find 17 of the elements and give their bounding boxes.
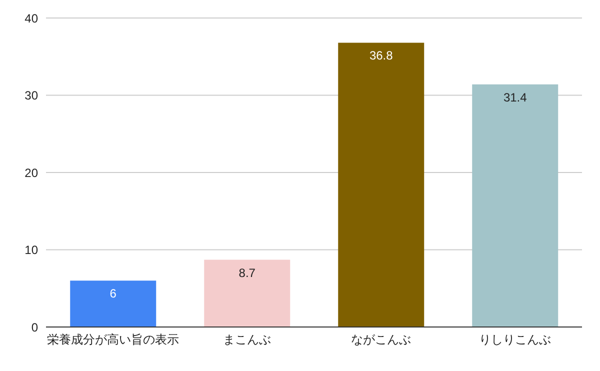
bar — [472, 84, 558, 327]
data-label: 6 — [110, 286, 117, 301]
x-tick-label: りしりこんぶ — [479, 332, 551, 347]
y-tick-label: 30 — [24, 88, 38, 103]
x-tick-label: ながこんぶ — [351, 332, 411, 347]
bar — [338, 42, 424, 327]
data-label: 36.8 — [369, 48, 394, 63]
x-tick-label: 栄養成分が高い旨の表示 — [47, 332, 179, 347]
y-tick-label: 40 — [24, 11, 38, 26]
y-tick-label: 10 — [24, 243, 38, 258]
y-tick-label: 0 — [31, 320, 38, 334]
bar — [70, 280, 156, 327]
y-tick-label: 20 — [24, 166, 38, 180]
x-tick-label: まこんぶ — [223, 332, 271, 347]
data-label: 31.4 — [503, 90, 528, 104]
bar — [204, 260, 290, 327]
data-label: 8.7 — [238, 266, 256, 280]
